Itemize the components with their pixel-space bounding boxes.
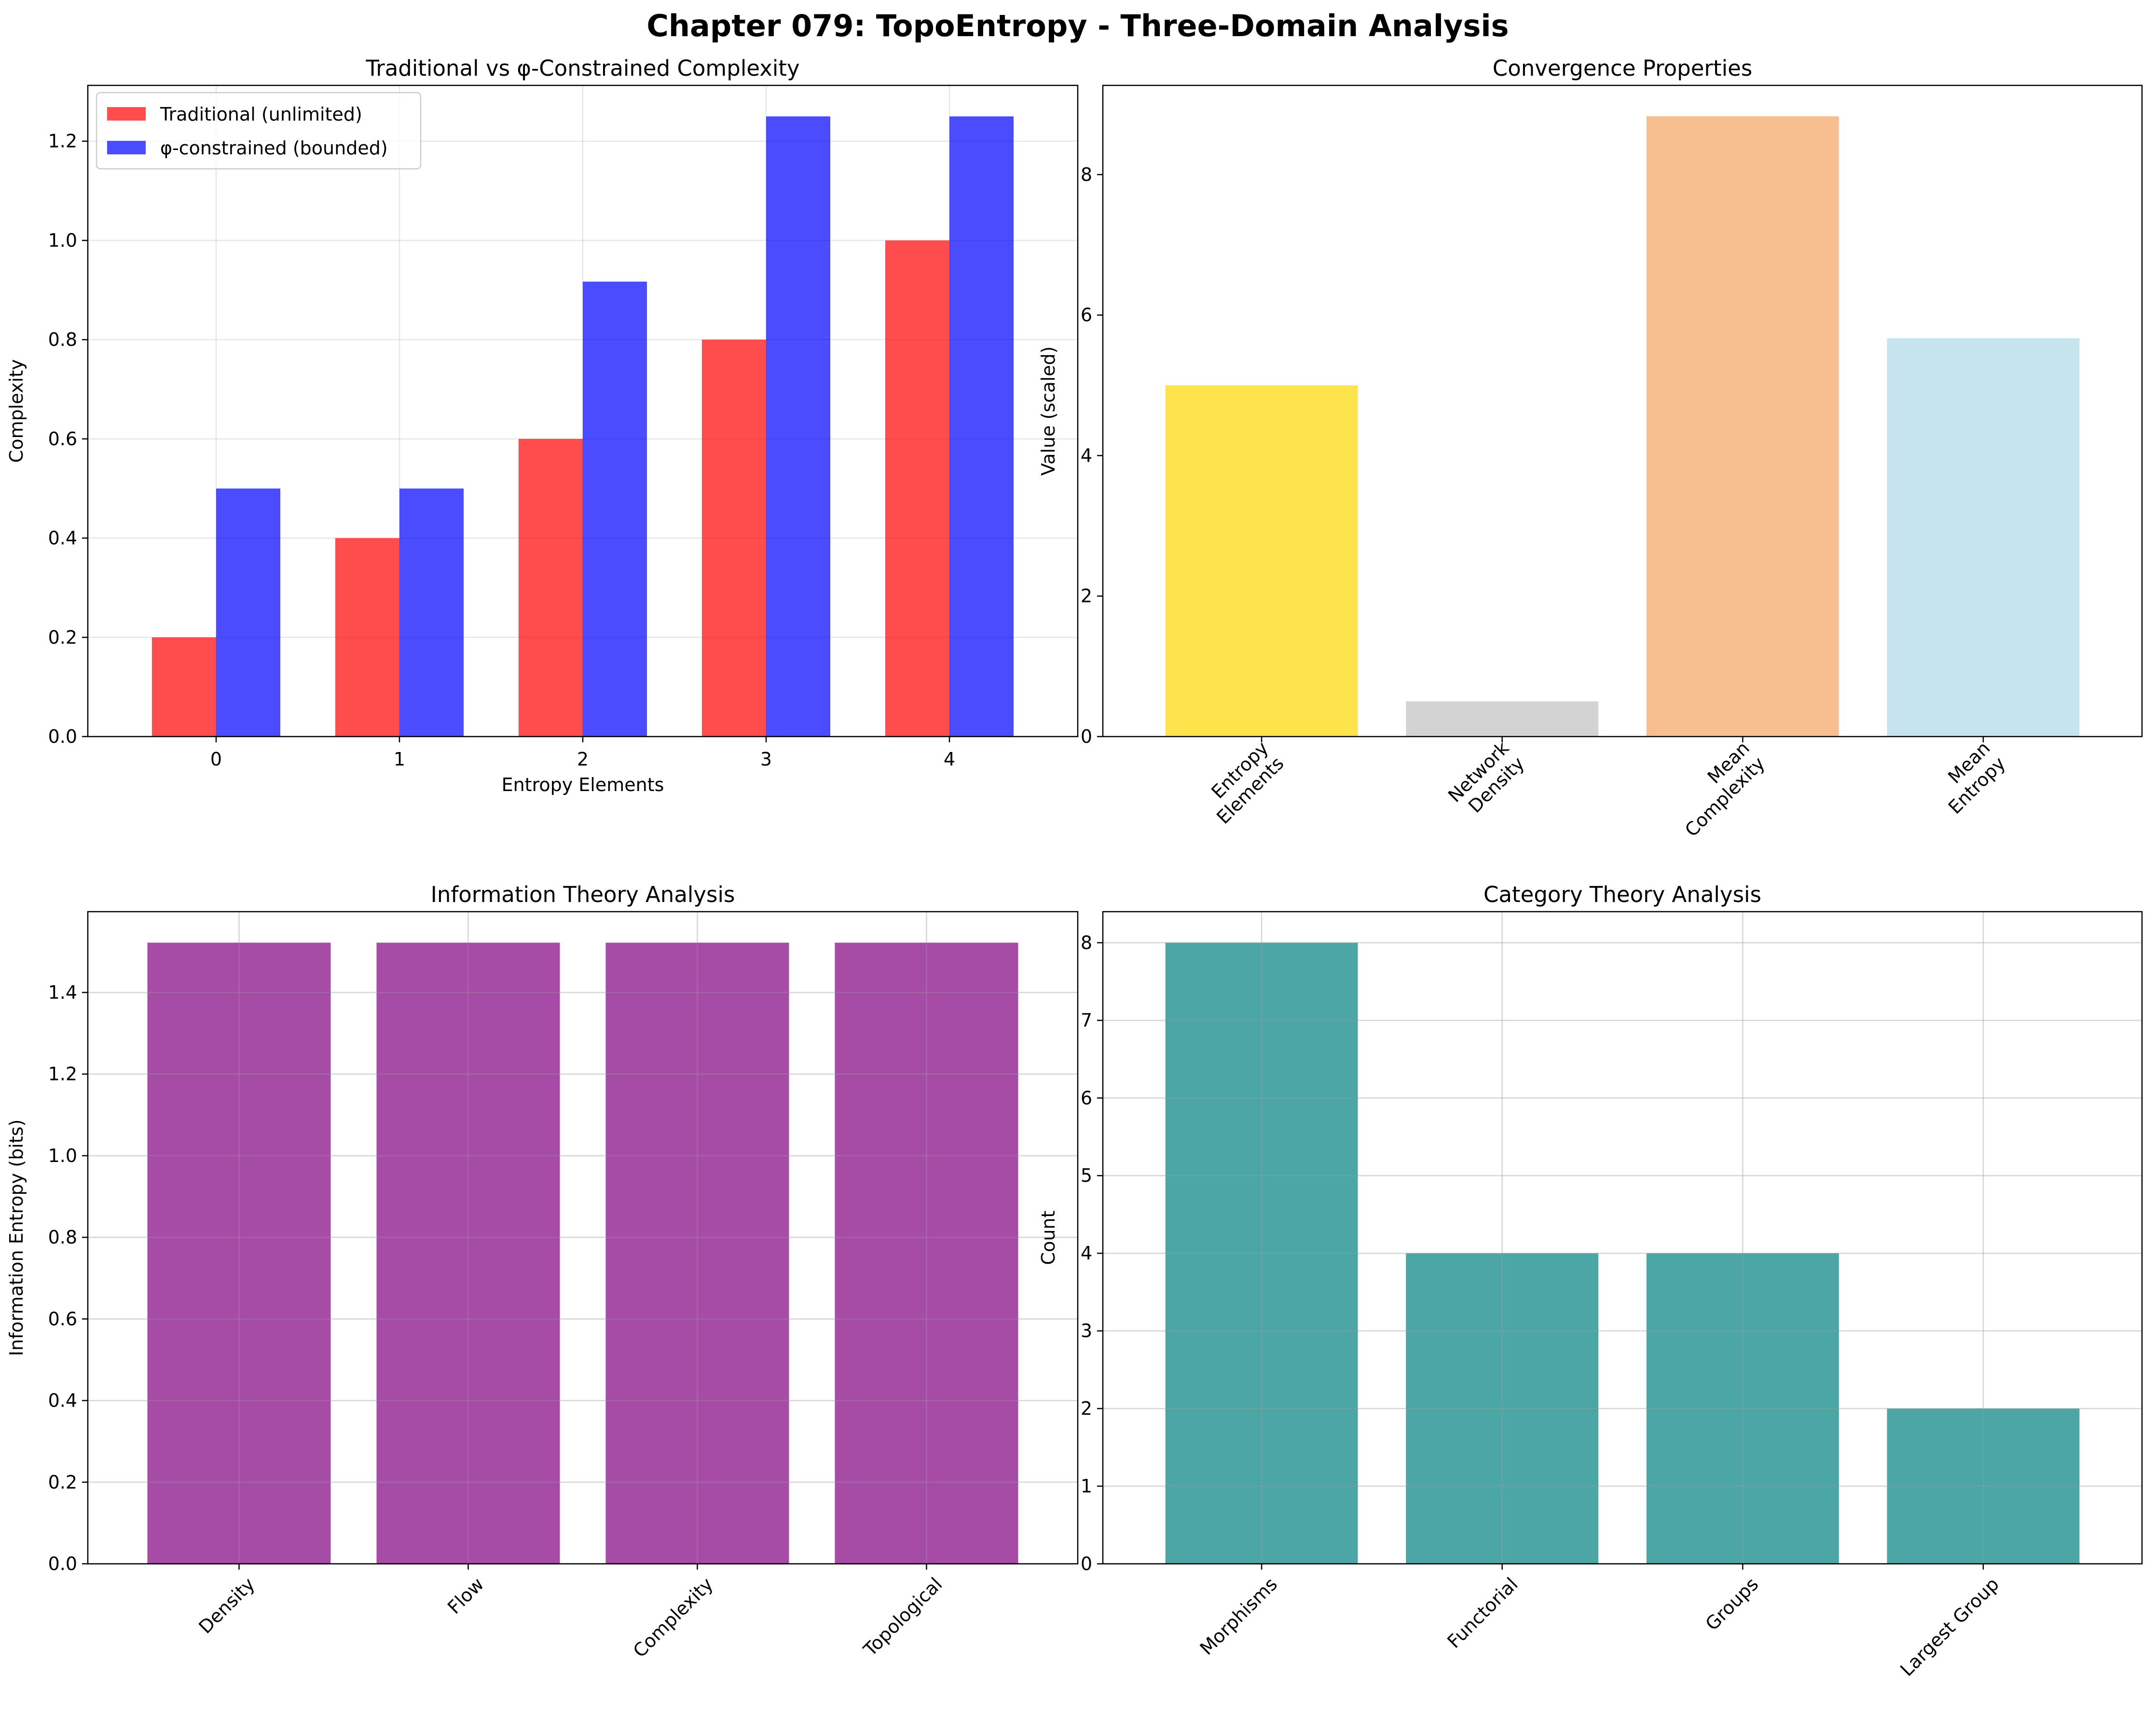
y-tick-label: 6	[1081, 304, 1092, 326]
legend-label: φ-constrained (bounded)	[160, 137, 388, 159]
x-tick-label: 1	[394, 749, 405, 770]
bar-phi-constrained	[216, 488, 280, 737]
y-axis-label: Value (scaled)	[1038, 346, 1059, 476]
y-axis-label: Count	[1038, 1211, 1059, 1265]
bar-traditional	[702, 340, 766, 737]
chart-panel-1: Traditional vs φ-Constrained Complexity 0…	[6, 55, 1079, 795]
bar-traditional	[885, 240, 949, 737]
y-tick-label: 0.2	[48, 1472, 77, 1493]
y-tick-label: 0.6	[48, 1308, 77, 1329]
bar-phi-constrained	[949, 116, 1014, 737]
y-tick-label: 7	[1081, 1010, 1092, 1031]
y-tick-label: 1.2	[48, 131, 77, 152]
bar	[1406, 1253, 1599, 1564]
y-axis-label: Complexity	[6, 359, 27, 463]
bar-traditional	[519, 438, 583, 737]
legend-swatch	[107, 141, 146, 154]
y-tick-label: 0	[1081, 1553, 1092, 1574]
y-tick-label: 6	[1081, 1087, 1092, 1108]
bar	[1646, 116, 1839, 737]
y-tick-label: 1.4	[48, 982, 77, 1003]
bar	[605, 943, 789, 1564]
chart-title: Category Theory Analysis	[1483, 882, 1761, 907]
legend-swatch	[107, 107, 146, 121]
y-tick-label: 0.8	[48, 329, 77, 350]
y-tick-label: 0.8	[48, 1227, 77, 1248]
chart-title: Convergence Properties	[1493, 55, 1752, 81]
chart-panel-4: Category Theory Analysis012345678CountMo…	[1038, 882, 2143, 1681]
bar	[1887, 338, 2080, 737]
bar	[376, 943, 560, 1564]
y-tick-label: 0.0	[48, 726, 77, 747]
y-tick-label: 1.0	[48, 230, 77, 251]
bar-phi-constrained	[399, 488, 464, 737]
chart-title: Traditional vs φ-Constrained Complexity	[365, 55, 799, 81]
legend-label: Traditional (unlimited)	[160, 104, 362, 125]
x-axis-label: Entropy Elements	[502, 774, 664, 795]
y-tick-label: 2	[1081, 1398, 1092, 1419]
y-tick-label: 8	[1081, 164, 1092, 185]
y-tick-label: 0.4	[48, 1390, 77, 1411]
y-tick-label: 4	[1081, 445, 1092, 466]
y-tick-label: 0.2	[48, 627, 77, 648]
y-tick-label: 0.0	[48, 1553, 77, 1574]
x-tick-label: 2	[577, 749, 589, 770]
y-axis-label: Information Entropy (bits)	[6, 1120, 27, 1356]
subplots: Traditional vs φ-Constrained Complexity 0…	[6, 55, 2143, 1681]
y-tick-label: 0	[1081, 726, 1092, 747]
bar-traditional	[335, 538, 399, 737]
bar	[1646, 1253, 1839, 1564]
y-tick-label: 0.6	[48, 428, 77, 450]
legend: Traditional (unlimited) φ-constrained (bo…	[96, 92, 422, 170]
y-tick-label: 2	[1081, 586, 1092, 607]
axes-frame	[1102, 911, 2143, 1565]
y-tick-label: 4	[1081, 1243, 1092, 1264]
bar	[1887, 1408, 2080, 1564]
y-tick-label: 1.2	[48, 1064, 77, 1085]
chart-title: Information Theory Analysis	[431, 882, 735, 907]
axes-frame	[1102, 84, 2143, 738]
bar	[1406, 701, 1599, 737]
y-tick-label: 1.0	[48, 1145, 77, 1166]
bar	[835, 943, 1018, 1564]
figure-title: Chapter 079: TopoEntropy - Three-Domain …	[646, 8, 1509, 43]
y-tick-label: 5	[1081, 1165, 1092, 1186]
y-tick-label: 3	[1081, 1320, 1092, 1341]
chart-panel-3: Information Theory Analysis 0.0 0.2 0.4 0.6 0…	[6, 882, 1079, 1662]
bar	[147, 943, 331, 1564]
legend-box	[96, 92, 422, 170]
x-tick-label: 4	[944, 749, 955, 770]
y-tick-label: 0.4	[48, 528, 77, 549]
bar-phi-constrained	[583, 281, 647, 737]
y-tick-label: 8	[1081, 932, 1092, 953]
x-tick-label: 0	[210, 749, 222, 770]
bar-traditional	[152, 637, 216, 737]
y-tick-label: 1	[1081, 1476, 1092, 1497]
bar	[1165, 943, 1358, 1564]
x-tick-label: 3	[760, 749, 772, 770]
bar-phi-constrained	[766, 116, 830, 737]
bar	[1165, 385, 1358, 737]
